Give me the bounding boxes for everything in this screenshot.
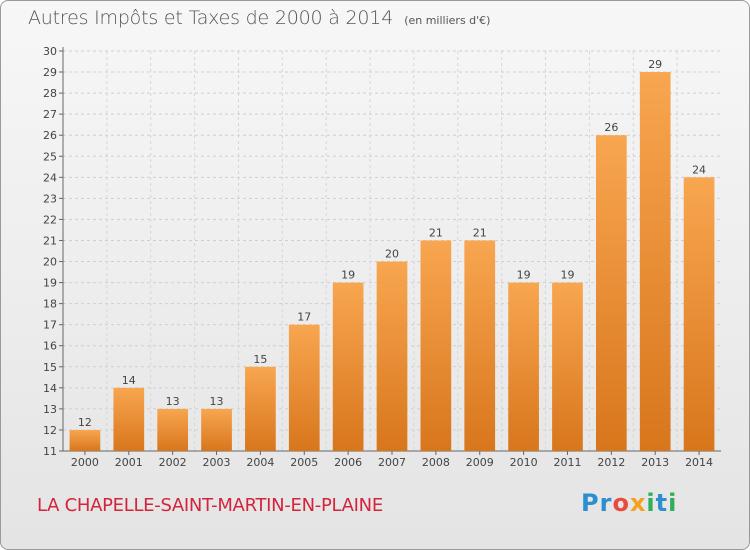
bar-value-label: 14 xyxy=(122,374,136,387)
logo-letter: o xyxy=(612,489,630,517)
bar xyxy=(552,282,583,451)
bar-value-label: 19 xyxy=(517,269,531,282)
y-tick-label: 24 xyxy=(43,171,57,184)
y-tick-label: 16 xyxy=(43,340,57,353)
y-tick-label: 12 xyxy=(43,424,57,437)
commune-name: LA CHAPELLE-SAINT-MARTIN-EN-PLAINE xyxy=(37,495,383,516)
logo-letter: i xyxy=(668,489,678,517)
y-tick-label: 26 xyxy=(43,129,57,142)
x-tick-label: 2008 xyxy=(422,456,450,469)
bar-value-label: 20 xyxy=(385,248,399,261)
x-tick-label: 2002 xyxy=(159,456,187,469)
bar-value-label: 17 xyxy=(297,311,311,324)
bar-value-label: 19 xyxy=(560,269,574,282)
x-tick-label: 2005 xyxy=(290,456,318,469)
bar xyxy=(69,429,101,451)
bar-value-label: 29 xyxy=(648,58,662,71)
bar xyxy=(332,282,364,451)
y-tick-label: 19 xyxy=(43,277,57,290)
y-tick-label: 29 xyxy=(43,66,57,79)
bar-value-label: 21 xyxy=(429,226,443,239)
tick-labels: 11 12 13 14 15 16 17 18 19 20 21 22 23 24 25 26 27 28 29 30… xyxy=(43,45,713,469)
bar-value-label: 26 xyxy=(604,121,618,134)
x-tick-label: 2014 xyxy=(685,456,713,469)
y-tick-label: 22 xyxy=(43,213,57,226)
logo-letter: r xyxy=(599,489,613,517)
bar xyxy=(683,177,715,451)
bar-value-label: 15 xyxy=(253,353,267,366)
logo-letter: t xyxy=(655,489,669,517)
x-tick-label: 2007 xyxy=(378,456,406,469)
bar-value-label: 24 xyxy=(692,163,706,176)
data-labels: 12 14 13 13 15 17 19 20 21 21 19 19 26 29 24 xyxy=(78,58,706,429)
chart-title-block: Autres Impôts et Taxes de 2000 à 2014 (e… xyxy=(28,7,490,29)
logo-letter: x xyxy=(629,489,647,517)
bar xyxy=(245,366,276,451)
bars xyxy=(69,72,715,452)
x-tick-label: 2010 xyxy=(510,456,538,469)
proxiti-logo[interactable]: Proxiti xyxy=(581,489,677,517)
chart-title: Autres Impôts et Taxes de 2000 à 2014 xyxy=(28,7,394,29)
bar xyxy=(201,408,232,451)
y-tick-label: 30 xyxy=(43,45,57,58)
x-tick-label: 2009 xyxy=(466,456,494,469)
x-tick-label: 2012 xyxy=(597,456,625,469)
bar xyxy=(113,387,145,451)
x-tick-label: 2000 xyxy=(71,456,99,469)
x-tick-label: 2003 xyxy=(203,456,231,469)
y-tick-label: 14 xyxy=(43,382,57,395)
chart-subtitle: (en milliers d'€) xyxy=(404,14,491,27)
y-tick-label: 28 xyxy=(43,87,57,100)
bar-value-label: 12 xyxy=(78,416,92,429)
logo-letter: i xyxy=(646,489,656,517)
logo-letter: P xyxy=(581,489,600,517)
bar xyxy=(595,135,627,452)
y-tick-label: 15 xyxy=(43,361,57,374)
bar xyxy=(288,324,320,451)
bar xyxy=(508,282,539,451)
y-tick-label: 17 xyxy=(43,319,57,332)
bar xyxy=(639,72,671,451)
bar-value-label: 21 xyxy=(473,226,487,239)
bar-value-label: 13 xyxy=(210,395,224,408)
y-tick-label: 21 xyxy=(43,234,57,247)
x-tick-label: 2004 xyxy=(246,456,274,469)
y-tick-label: 18 xyxy=(43,298,57,311)
y-tick-label: 23 xyxy=(43,192,57,205)
x-tick-label: 2011 xyxy=(553,456,581,469)
y-tick-label: 25 xyxy=(43,150,57,163)
bar-value-label: 13 xyxy=(166,395,180,408)
bar xyxy=(157,408,189,451)
y-tick-label: 11 xyxy=(43,445,57,458)
y-tick-label: 13 xyxy=(43,403,57,416)
bar xyxy=(376,261,408,451)
x-tick-label: 2013 xyxy=(641,456,669,469)
y-tick-label: 27 xyxy=(43,108,57,121)
x-tick-label: 2006 xyxy=(334,456,362,469)
x-tick-label: 2001 xyxy=(115,456,143,469)
y-tick-label: 20 xyxy=(43,256,57,269)
bar-value-label: 19 xyxy=(341,269,355,282)
bar xyxy=(464,240,496,451)
bar xyxy=(420,240,452,451)
